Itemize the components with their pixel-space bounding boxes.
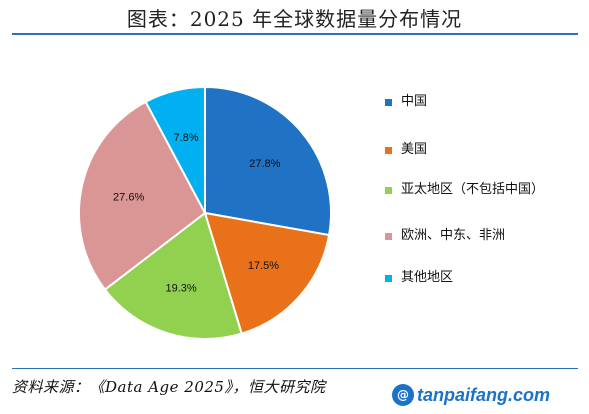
legend-label-china: 中国 xyxy=(401,94,428,109)
legend-label-usa: 美国 xyxy=(401,142,428,157)
pie-slice-label-3: 27.6% xyxy=(113,191,144,203)
watermark: @ tanpaifang.com xyxy=(392,380,580,410)
title-underline xyxy=(12,33,578,35)
pie-slice-label-2: 19.3% xyxy=(165,282,196,294)
pie-slice-label-4: 7.8% xyxy=(174,132,199,144)
legend-item-emea: 欧洲、中东、非洲 xyxy=(385,226,585,268)
pie-slice-label-0: 27.8% xyxy=(249,158,280,170)
legend-label-emea: 欧洲、中东、非洲 xyxy=(401,228,506,243)
pie-slice-2 xyxy=(103,211,243,340)
pie-slice-4 xyxy=(144,85,206,214)
legend-swatch-usa xyxy=(385,147,392,154)
legend-label-apac: 亚太地区（不包括中国） xyxy=(401,182,545,197)
source-note: 资料来源：《Data Age 2025》，恒大研究院 xyxy=(12,378,326,396)
watermark-badge-icon: @ xyxy=(392,384,414,406)
legend-swatch-emea xyxy=(385,233,392,240)
legend-item-other: 其他地区 xyxy=(385,268,585,288)
chart-title: 图表：2025 年全球数据量分布情况 xyxy=(126,7,463,31)
pie-slice-3 xyxy=(78,100,207,292)
chart-legend: 中国 美国 亚太地区（不包括中国） 欧洲、中东、非洲 其他地区 xyxy=(385,92,585,288)
legend-label-other: 其他地区 xyxy=(401,270,454,285)
pie-slice-0 xyxy=(204,85,332,237)
legend-item-apac: 亚太地区（不包括中国） xyxy=(385,180,585,226)
footer-rule xyxy=(12,368,578,369)
pie-slice-label-1: 17.5% xyxy=(248,260,279,272)
legend-swatch-other xyxy=(385,275,392,282)
legend-swatch-apac xyxy=(385,187,392,194)
legend-item-usa: 美国 xyxy=(385,140,585,180)
legend-swatch-china xyxy=(385,99,392,106)
watermark-text: tanpaifang.com xyxy=(417,384,551,405)
pie-slice-1 xyxy=(203,211,331,335)
legend-item-china: 中国 xyxy=(385,92,585,140)
